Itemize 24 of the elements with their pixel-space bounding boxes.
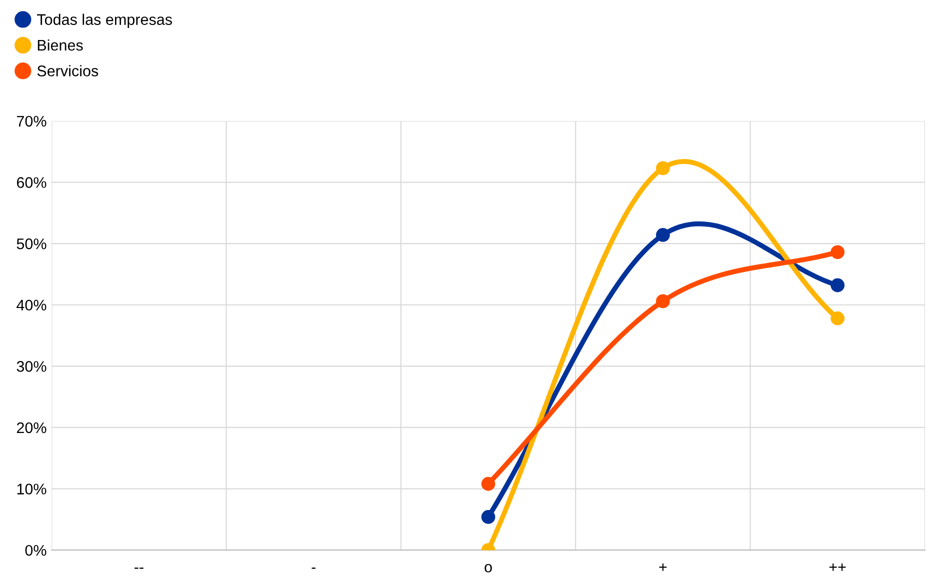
y-tick-label: 20%	[16, 422, 46, 434]
point	[656, 228, 670, 242]
y-tick-label: 70%	[16, 116, 46, 127]
point	[830, 245, 845, 260]
x-tick-label: o	[484, 564, 492, 572]
legend-label: Bienes	[38, 39, 83, 51]
x-tick-label: +	[659, 563, 667, 571]
point	[656, 294, 670, 308]
point	[830, 278, 845, 292]
x-tick-label: --	[134, 568, 144, 569]
y-tick-label: 0%	[25, 544, 46, 556]
point	[656, 161, 670, 176]
point	[481, 476, 496, 491]
point	[830, 311, 845, 326]
y-tick-label: 40%	[16, 300, 46, 311]
y-tick-label: 60%	[16, 177, 46, 188]
y-tick-label: 50%	[16, 238, 46, 250]
x-tick-label: ++	[829, 563, 846, 571]
y-tick-label: 30%	[16, 361, 46, 372]
legend-label: Todas las empresas	[37, 14, 172, 28]
y-tick-label: 10%	[17, 484, 46, 494]
x-tick-label: -	[312, 568, 316, 569]
point	[481, 510, 496, 524]
legend-label: Servicios	[37, 65, 98, 76]
